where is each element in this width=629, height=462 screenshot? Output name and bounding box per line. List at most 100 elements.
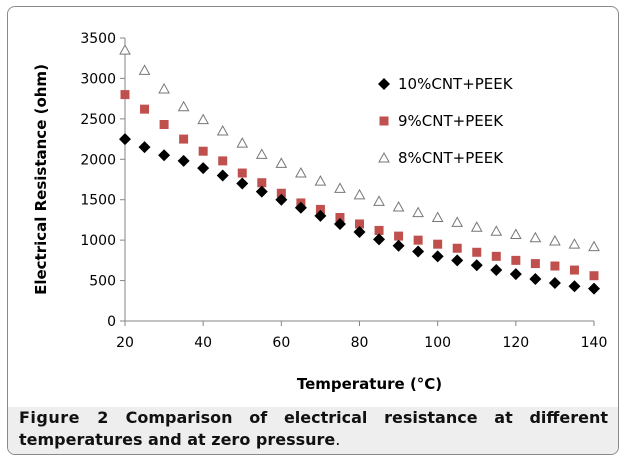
data-point-square [140, 104, 150, 114]
data-point-diamond [216, 169, 229, 182]
data-point-diamond [529, 272, 542, 285]
data-point-square [491, 251, 501, 261]
data-point-triangle [334, 182, 346, 193]
x-tick-label: 40 [194, 335, 212, 351]
y-tick-label: 500 [89, 274, 116, 290]
data-point-square [433, 239, 443, 249]
figure-frame: 0 500 1000 1500 2000 2500 3000 3500 20 40 60 80 100 1… [7, 6, 619, 455]
x-axis-label: Temperature (°C) [297, 375, 442, 393]
x-tick-label: 80 [351, 335, 369, 351]
x-tick-label: 120 [502, 335, 529, 351]
data-point-triangle [490, 225, 503, 236]
data-point-square [276, 188, 286, 198]
legend-marker-diamond [378, 78, 390, 90]
y-tick-label: 1000 [80, 233, 116, 249]
data-point-triangle [158, 82, 170, 94]
data-point-triangle [373, 195, 385, 206]
data-point-square [257, 178, 267, 188]
data-point-square [413, 235, 423, 245]
data-point-triangle [314, 175, 327, 186]
data-point-diamond [490, 264, 503, 277]
caption-background [8, 407, 618, 454]
y-tick-label: 3500 [80, 31, 116, 47]
y-tick-label: 2500 [80, 112, 116, 128]
data-point-diamond [197, 162, 210, 175]
data-point-square [530, 259, 540, 269]
data-point-square [179, 134, 189, 144]
data-point-triangle [255, 148, 268, 159]
data-point-diamond [588, 282, 600, 295]
data-point-diamond [509, 268, 522, 281]
data-point-square [374, 225, 384, 235]
data-point-triangle [216, 124, 229, 136]
data-point-square [198, 146, 208, 156]
y-axis-label: Electrical Resistance (ohm) [32, 64, 50, 295]
data-point-square [511, 255, 521, 265]
data-point-diamond [158, 149, 171, 162]
data-point-diamond [275, 193, 288, 206]
data-point-triangle [451, 216, 464, 227]
data-point-triangle [588, 240, 600, 252]
y-tick-label: 0 [107, 314, 116, 330]
data-point-diamond [431, 250, 444, 263]
data-point-triangle [295, 167, 307, 178]
caption-text: Comparison of electrical resistance at d… [19, 408, 608, 449]
y-tick-label: 1500 [80, 193, 116, 209]
data-point-square [237, 168, 247, 178]
legend-label: 10%CNT+PEEK [398, 75, 514, 93]
data-point-triangle [353, 188, 366, 200]
data-point-triangle [509, 228, 522, 239]
x-tick-label: 100 [424, 335, 451, 351]
data-point-diamond [353, 226, 366, 239]
data-point-triangle [275, 157, 288, 168]
data-point-diamond [392, 239, 405, 252]
data-point-square [550, 261, 560, 271]
caption-end: . [335, 430, 341, 449]
data-point-triangle [470, 221, 483, 232]
legend-marker-triangle [378, 151, 390, 163]
legend-marker-square [379, 116, 389, 126]
data-point-square [589, 271, 599, 281]
data-point-square [335, 213, 345, 223]
data-point-diamond [373, 233, 386, 246]
data-point-triangle [431, 211, 444, 223]
y-tick-label: 2000 [80, 152, 116, 168]
data-point-square [355, 219, 364, 229]
data-point-diamond [548, 276, 561, 289]
data-point-diamond [412, 245, 425, 258]
data-point-diamond [568, 280, 581, 293]
data-point-square [315, 204, 325, 214]
data-point-square [472, 247, 482, 257]
data-point-diamond [236, 177, 249, 190]
data-point-diamond [333, 217, 346, 230]
data-point-square [394, 231, 404, 241]
data-point-triangle [412, 206, 424, 218]
legend-label: 9%CNT+PEEK [398, 112, 504, 130]
x-tick-label: 140 [581, 335, 608, 351]
scatter-chart: 0 500 1000 1500 2000 2500 3000 3500 20 40 60 80 100 1… [32, 31, 608, 393]
data-point-triangle [392, 200, 405, 212]
data-point-square [218, 156, 228, 166]
data-point-square [569, 265, 579, 275]
data-point-diamond [138, 141, 151, 154]
data-point-square [452, 243, 462, 253]
data-point-diamond [177, 154, 190, 167]
x-tick-label: 60 [272, 335, 290, 351]
data-point-triangle [568, 238, 581, 249]
data-point-diamond [470, 259, 483, 272]
data-point-diamond [119, 133, 131, 146]
figure-caption: Figure 2 Comparison of electrical resist… [19, 407, 608, 451]
data-point-triangle [177, 100, 190, 112]
data-point-triangle [119, 44, 131, 55]
figure-label: Figure 2 [19, 408, 109, 427]
data-point-triangle [529, 231, 542, 243]
data-point-square [159, 120, 169, 130]
y-tick-label: 3000 [80, 71, 116, 87]
data-point-triangle [549, 234, 561, 246]
data-point-diamond [294, 201, 307, 214]
data-point-diamond [451, 254, 464, 267]
data-point-triangle [236, 137, 249, 148]
data-point-diamond [255, 185, 268, 198]
legend-label: 8%CNT+PEEK [398, 149, 504, 167]
x-tick-label: 20 [116, 335, 134, 351]
